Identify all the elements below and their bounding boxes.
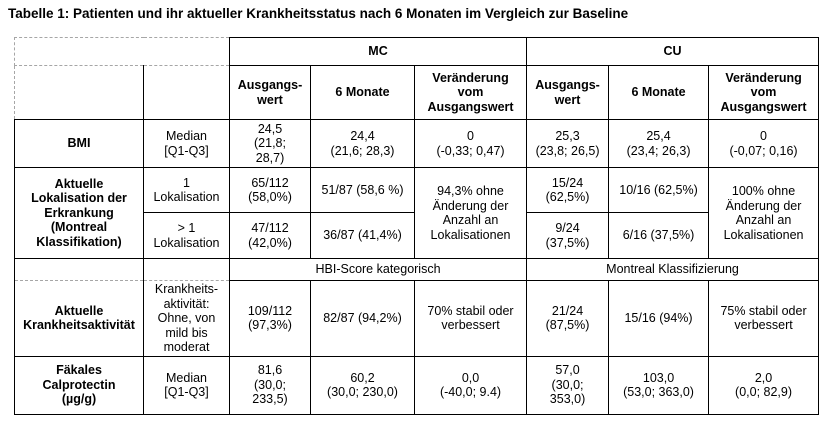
corner-empty-cell — [14, 37, 230, 66]
cell-akt-cu-change: 75% stabil oder verbessert — [708, 280, 820, 357]
group-header-mc: MC — [228, 37, 528, 66]
cell-akt-mc-baseline: 109/112 (97,3%) — [229, 280, 311, 357]
cell-lok2-cu-6m: 6/16 (37,5%) — [608, 212, 710, 259]
cell-cal-mc-6m: 60,2 (30,0; 230,0) — [310, 355, 415, 415]
cell-lok-cu-change: 100% ohne Änderung der Anzahl an Lokalis… — [708, 167, 820, 259]
row-sublabel-bmi: Median [Q1-Q3] — [143, 119, 230, 168]
subheader-mc: HBI-Score kategorisch — [228, 258, 528, 281]
row-label-krankheitsaktivitaet: Aktuelle Krankheitsaktivität — [14, 280, 144, 357]
cell-cal-mc-change: 0,0 (-40,0; 9.4) — [413, 355, 528, 415]
cell-bmi-cu-6m: 25,4 (23,4; 26,3) — [608, 119, 710, 168]
row-label-calprotectin: Fäkales Calprotectin (µg/g) — [14, 355, 144, 415]
group-header-cu: CU — [526, 37, 820, 66]
header-cu-6-monate: 6 Monate — [608, 65, 710, 120]
corner-empty-cell — [14, 65, 144, 120]
row-sublabel-lokalisation-2: > 1 Lokalisation — [143, 212, 230, 259]
cell-lok2-mc-6m: 36/87 (41,4%) — [310, 212, 415, 259]
row-label-bmi: BMI — [14, 119, 144, 168]
subheader-cu: Montreal Klassifizierung — [526, 258, 820, 281]
header-cu-change: Veränderung vom Ausgangswert — [708, 65, 820, 120]
header-cu-baseline: Ausgangs- wert — [526, 65, 610, 120]
cell-cal-cu-change: 2,0 (0,0; 82,9) — [708, 355, 820, 415]
row-lokalisation-1: Aktuelle Lokalisation der Erkrankung (Mo… — [14, 167, 820, 259]
cell-bmi-mc-change: 0 (-0,33; 0,47) — [413, 119, 528, 168]
row-label-lokalisation: Aktuelle Lokalisation der Erkrankung (Mo… — [14, 167, 144, 259]
cell-akt-cu-6m: 15/16 (94%) — [608, 280, 710, 357]
row-sublabel-krankheitsaktivitaet: Krankheits- aktivität: Ohne, von mild bi… — [143, 280, 230, 357]
row-krankheitsaktivitaet: Aktuelle Krankheitsaktivität Krankheits-… — [14, 280, 820, 357]
header-mc-change: Veränderung vom Ausgangswert — [413, 65, 528, 120]
header-mc-6-monate: 6 Monate — [310, 65, 415, 120]
cell-akt-cu-baseline: 21/24 (87,5%) — [526, 280, 610, 357]
cell-cal-cu-6m: 103,0 (53,0; 363,0) — [608, 355, 710, 415]
cell-cal-cu-baseline: 57,0 (30,0; 353,0) — [526, 355, 610, 415]
cell-cal-mc-baseline: 81,6 (30,0; 233,5) — [229, 355, 311, 415]
cell-lok1-mc-6m: 51/87 (58,6 %) — [310, 167, 415, 213]
cell-lok2-mc-baseline: 47/112 (42,0%) — [229, 212, 311, 259]
row-calprotectin: Fäkales Calprotectin (µg/g) Median [Q1-Q… — [14, 355, 820, 415]
cell-akt-mc-6m: 82/87 (94,2%) — [310, 280, 415, 357]
cell-lok1-cu-baseline: 15/24 (62,5%) — [526, 167, 610, 213]
row-bmi: BMI Median [Q1-Q3] 24,5 (21,8; 28,7) 24,… — [14, 119, 820, 168]
subheader-empty-cell — [143, 258, 230, 281]
row-sublabel-lokalisation-1: 1 Lokalisation — [143, 167, 230, 213]
row-sublabel-calprotectin: Median [Q1-Q3] — [143, 355, 230, 415]
column-header-row: Ausgangs- wert 6 Monate Veränderung vom … — [14, 65, 820, 120]
row-subheader: HBI-Score kategorisch Montreal Klassifiz… — [14, 258, 820, 281]
cell-lok1-mc-baseline: 65/112 (58,0%) — [229, 167, 311, 213]
cell-bmi-cu-baseline: 25,3 (23,8; 26,5) — [526, 119, 610, 168]
group-header-row: MC CU — [14, 37, 820, 66]
cell-bmi-cu-change: 0 (-0,07; 0,16) — [708, 119, 820, 168]
table-title: Tabelle 1: Patienten und ihr aktueller K… — [8, 6, 629, 21]
cell-akt-mc-change: 70% stabil oder verbessert — [413, 280, 528, 357]
subheader-empty-cell — [14, 258, 144, 281]
cell-bmi-mc-6m: 24,4 (21,6; 28,3) — [310, 119, 415, 168]
cell-lok1-cu-6m: 10/16 (62,5%) — [608, 167, 710, 213]
cell-lok-mc-change: 94,3% ohne Änderung der Anzahl an Lokali… — [413, 167, 528, 259]
cell-bmi-mc-baseline: 24,5 (21,8; 28,7) — [229, 119, 311, 168]
patient-status-table: MC CU Ausgangs- wert 6 Monate Veränderun… — [14, 37, 820, 415]
cell-lok2-cu-baseline: 9/24 (37,5%) — [526, 212, 610, 259]
header-mc-baseline: Ausgangs- wert — [229, 65, 311, 120]
corner-empty-cell — [143, 65, 230, 120]
